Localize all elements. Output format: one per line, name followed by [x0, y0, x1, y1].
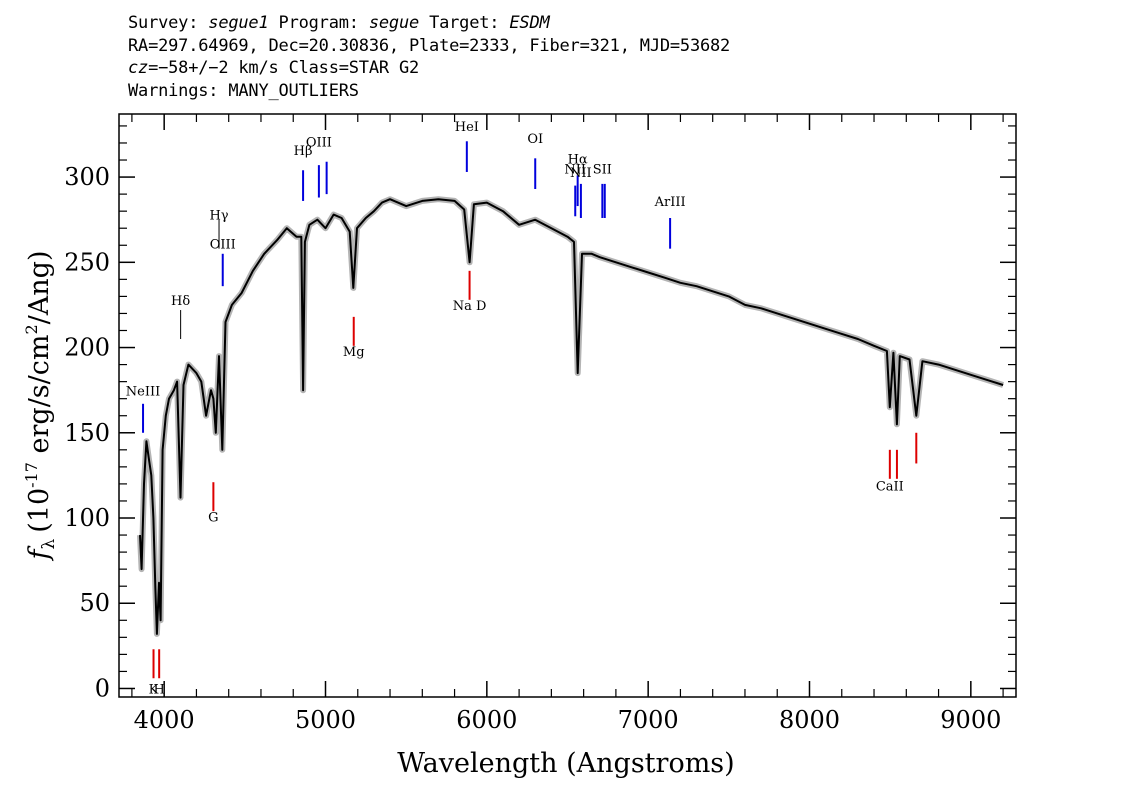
line-label: K — [149, 683, 159, 698]
line-label: OIII — [306, 135, 332, 150]
x-tick-label: 5000 — [295, 706, 356, 734]
x-tick-label: 8000 — [779, 706, 840, 734]
cz-label: cz — [128, 58, 149, 78]
y-tick-label: 50 — [79, 589, 110, 617]
y-tick-label: 200 — [64, 334, 110, 362]
x-axis: 4000 5000 6000 7000 8000 9000 — [131, 114, 1004, 734]
program-value: segue — [368, 13, 420, 33]
y-axis-units-3: /Ang) — [24, 251, 55, 325]
error-band-path — [137, 196, 1005, 637]
header-line-redshift: cz=−58+/−2 km/s Class=STAR G2 — [128, 57, 730, 80]
line-label: Hγ — [209, 209, 228, 224]
target-value: ESDM — [509, 13, 550, 33]
y-tick-label: 250 — [64, 248, 110, 276]
spectrum-line — [139, 198, 1004, 635]
cz-value: =−58+/−2 km/s Class=STAR G2 — [148, 58, 420, 78]
header-line-coordinates: RA=297.64969, Dec=20.30836, Plate=2333, … — [128, 35, 731, 56]
y-tick-label: 100 — [64, 504, 110, 532]
line-label: ArIII — [654, 195, 686, 210]
error-band — [137, 196, 1005, 637]
line-label: CaII — [876, 480, 904, 495]
program-label: Program: — [268, 13, 369, 33]
line-label: Hα — [568, 152, 588, 167]
line-label: NII — [570, 166, 592, 181]
target-label: Target: — [419, 13, 510, 33]
header-line-warnings: Warnings: MANY_OUTLIERS — [128, 80, 359, 101]
x-tick-label: 9000 — [940, 706, 1001, 734]
y-axis-units: (10 — [24, 488, 55, 533]
x-tick-label: 4000 — [134, 706, 195, 734]
plot-frame — [118, 113, 1017, 698]
line-label: HeI — [455, 120, 479, 135]
y-tick-label: 300 — [64, 163, 110, 191]
y-axis-exponent: -17 — [22, 462, 41, 488]
line-label: Na D — [453, 299, 487, 314]
line-label: Hδ — [171, 294, 190, 309]
line-label: SII — [593, 163, 612, 178]
y-tick-label: 0 — [95, 674, 110, 702]
x-axis-title: Wavelength (Angstroms) — [397, 748, 734, 779]
y-tick-label: 150 — [64, 419, 110, 447]
line-label: G — [208, 510, 218, 525]
line-label: Mg — [343, 345, 365, 360]
line-label: H — [153, 683, 164, 698]
y-axis-units-2: erg/s/cm — [24, 335, 55, 463]
y-axis-title: fλ(10-17 erg/s/cm2/Ang) — [22, 251, 59, 562]
spectrum-series — [139, 198, 1004, 635]
line-label: Hβ — [294, 144, 313, 159]
line-label: NeIII — [126, 384, 160, 399]
x-tick-label: 7000 — [618, 706, 679, 734]
y-axis-exponent-2: 2 — [22, 324, 41, 334]
survey-label: Survey: — [128, 13, 209, 33]
y-axis-subscript: λ — [39, 538, 59, 549]
line-label: OIII — [210, 238, 236, 253]
header-line-survey: Survey: segue1 Program: segue Target: ES… — [128, 12, 730, 35]
line-label: NII — [564, 163, 586, 178]
y-axis: 0 50 100 150 200 250 300 — [64, 125, 1016, 702]
line-label: OI — [527, 132, 543, 147]
x-tick-label: 6000 — [456, 706, 517, 734]
chart-header: Survey: segue1 Program: segue Target: ES… — [128, 12, 730, 102]
survey-value: segue1 — [208, 13, 269, 33]
